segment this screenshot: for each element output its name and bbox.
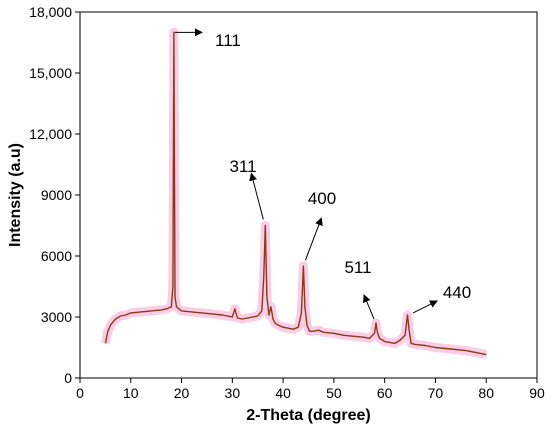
x-tick-label: 30 [225, 385, 241, 401]
x-tick-label: 20 [174, 385, 190, 401]
x-tick-label: 50 [326, 385, 342, 401]
peak-label: 311 [229, 157, 256, 176]
peak-arrow [412, 300, 438, 314]
peak-label: 440 [443, 283, 471, 302]
peak-arrow [363, 294, 375, 320]
x-tick-label: 70 [428, 385, 444, 401]
peak-annotations: 111 311 400 511 440 [174, 28, 471, 320]
y-tick-label: 3000 [41, 309, 72, 325]
series-layer [104, 31, 487, 356]
x-tick-label: 90 [529, 385, 545, 401]
y-tick-label: 0 [64, 370, 72, 386]
y-tick-label: 12,000 [29, 126, 72, 142]
peak-label: 511 [344, 258, 371, 277]
pink-highlight-band [100, 27, 488, 360]
x-tick-label: 0 [76, 385, 84, 401]
x-tick-label: 80 [478, 385, 494, 401]
x-tick-label: 40 [275, 385, 291, 401]
x-tick-label: 10 [123, 385, 139, 401]
x-axis-title: 2-Theta (degree) [246, 407, 370, 424]
series-highlight [100, 27, 488, 360]
peak-arrow [304, 217, 323, 261]
y-axis-title: Intensity (a.u) [7, 143, 24, 247]
y-tick-label: 6000 [41, 248, 72, 264]
y-tick-label: 15,000 [29, 65, 72, 81]
x-axis-ticks: 0 10 20 30 40 50 60 70 80 90 [76, 378, 545, 401]
x-tick-label: 60 [377, 385, 393, 401]
y-tick-label: 18,000 [29, 4, 72, 20]
peak-label: 111 [215, 31, 241, 50]
peak-arrow [249, 172, 264, 220]
y-axis-ticks: 0 3000 6000 9000 12,000 15,000 18,000 [29, 4, 80, 386]
y-tick-label: 9000 [41, 187, 72, 203]
peak-label: 400 [308, 189, 336, 208]
series-line [104, 31, 487, 356]
